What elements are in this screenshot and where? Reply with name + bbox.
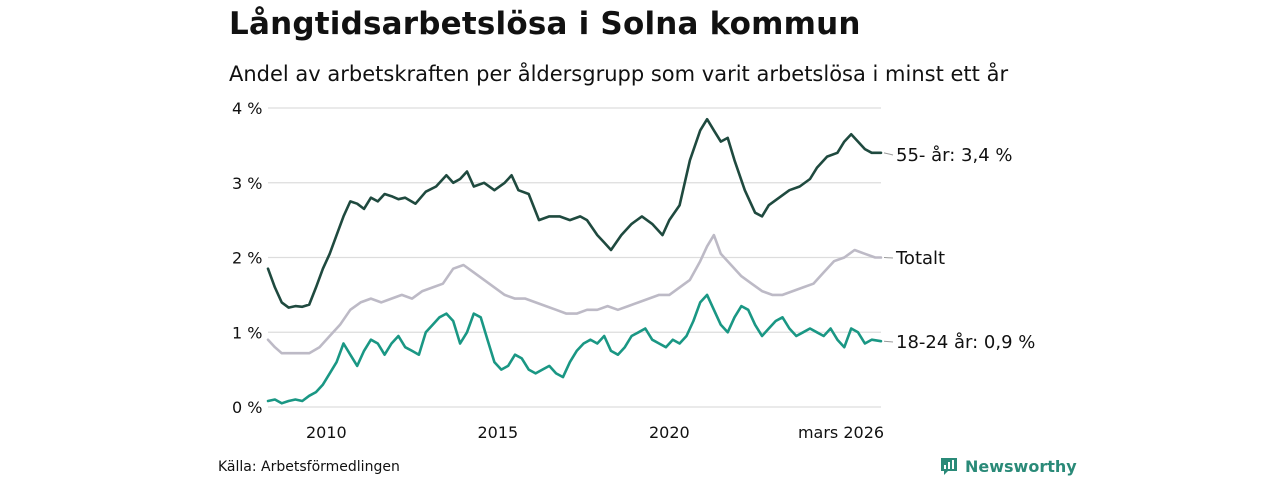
x-axis-ticks: 2010 2015 2020 mars 2026	[306, 423, 884, 442]
chart-subtitle: Andel av arbetskraften per åldersgrupp s…	[229, 62, 1009, 86]
brand-name: Newsworthy	[965, 456, 1077, 476]
grid-layer	[268, 107, 881, 408]
end-label-leader	[883, 257, 894, 259]
end-label-s55: 55- år: 3,4 %	[896, 145, 1012, 166]
source-note: Källa: Arbetsförmedlingen	[218, 459, 400, 475]
x-tick-label: 2020	[649, 423, 690, 442]
end-label-s1824: 18-24 år: 0,9 %	[896, 332, 1035, 353]
y-tick-label: 0 %	[232, 398, 262, 417]
y-axis-ticks: 0 % 1 % 2 % 3 % 4 %	[232, 99, 262, 417]
series-layer	[266, 117, 883, 405]
x-tick-label: 2010	[306, 423, 347, 442]
y-tick-label: 2 %	[232, 249, 262, 268]
x-tick-label: 2015	[477, 423, 518, 442]
brand-logo: Newsworthy	[939, 456, 1077, 476]
series-line-total	[266, 233, 883, 355]
end-label-total: Totalt	[895, 248, 945, 269]
y-tick-label: 4 %	[232, 99, 262, 118]
y-tick-label: 1 %	[232, 323, 262, 342]
series-line-s1824	[266, 293, 883, 405]
end-label-leader	[883, 340, 894, 343]
series-line-s55	[266, 117, 883, 309]
y-tick-label: 3 %	[232, 174, 262, 193]
series-end-labels: 55- år: 3,4 % Totalt 18-24 år: 0,9 %	[883, 145, 1035, 353]
x-tick-label: mars 2026	[798, 423, 884, 442]
newsworthy-logo-icon	[941, 458, 957, 475]
chart-title: Långtidsarbetslösa i Solna kommun	[229, 6, 861, 42]
end-label-leader	[883, 152, 894, 156]
